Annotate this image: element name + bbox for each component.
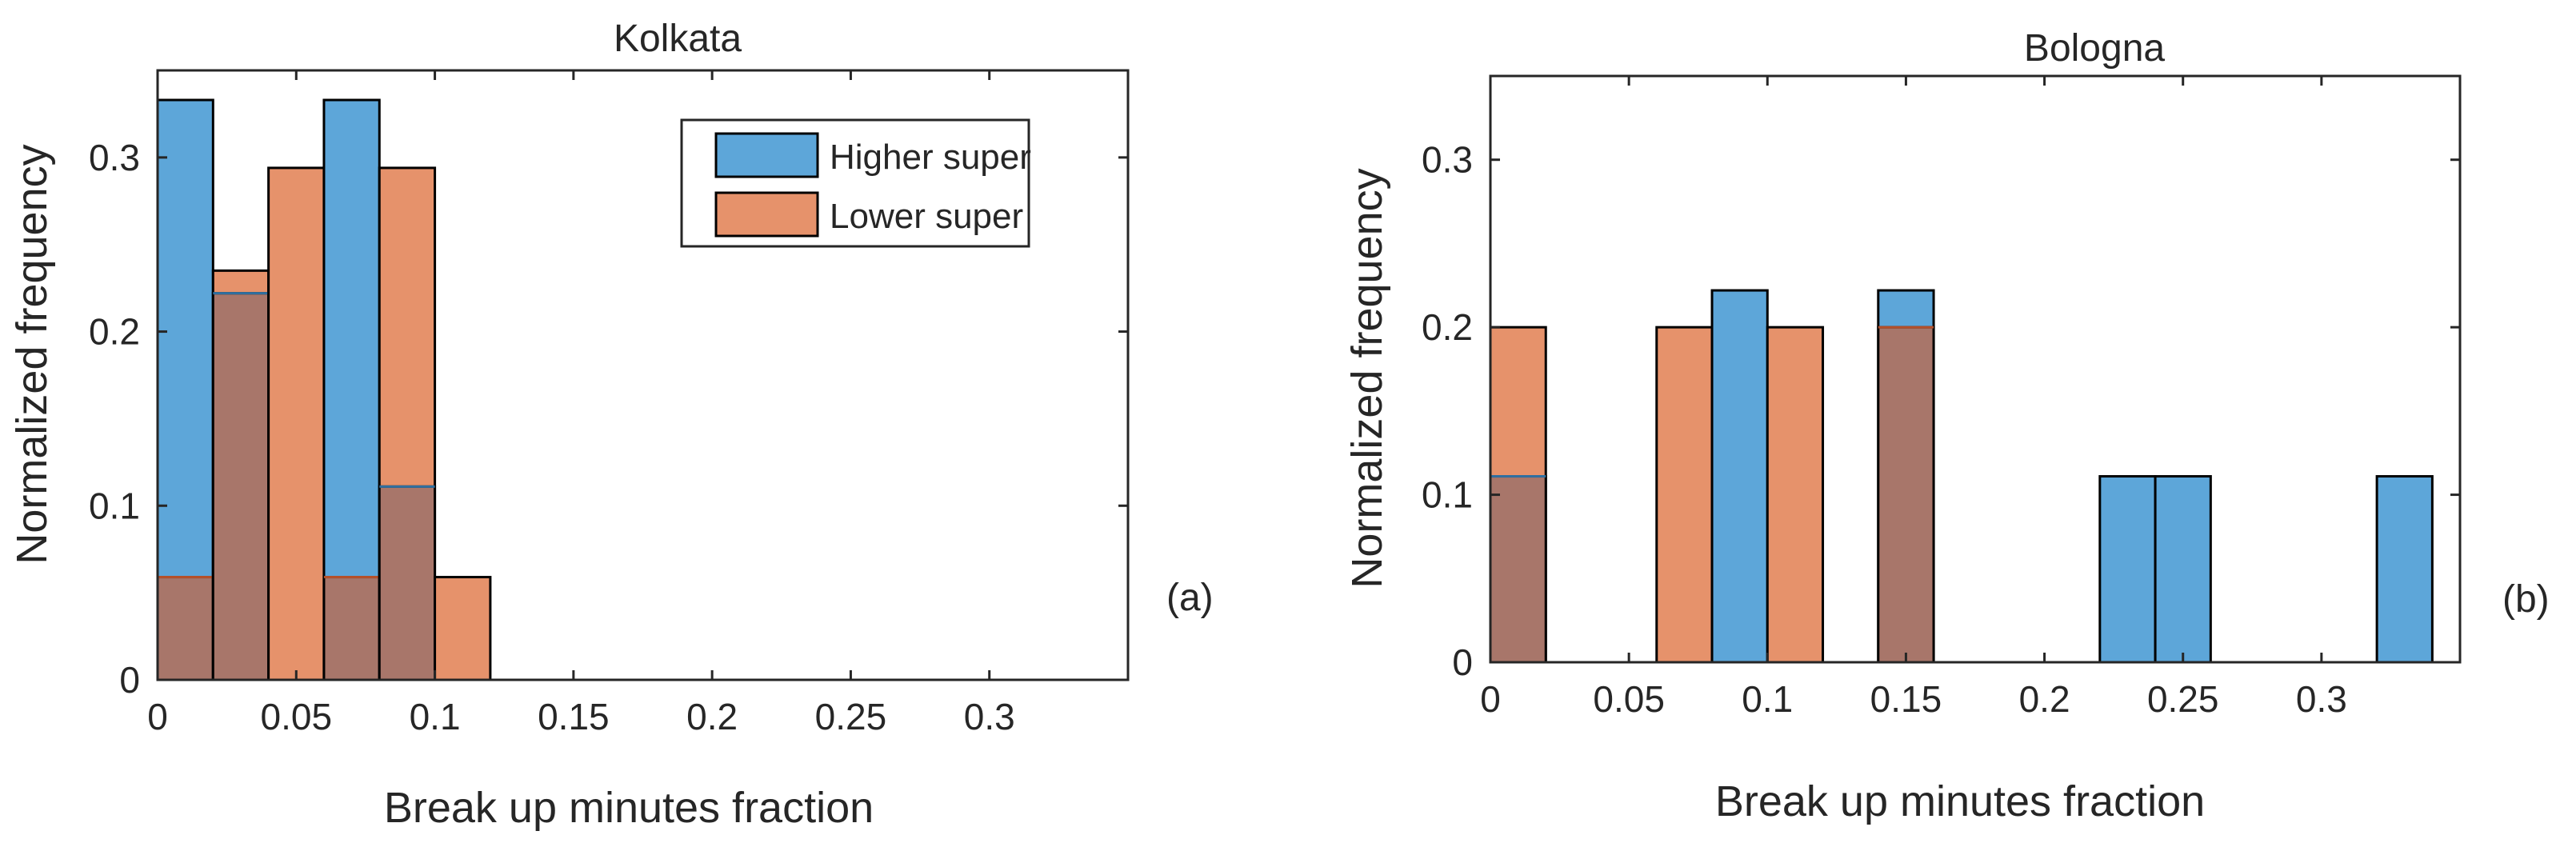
y-tick-label: 0 [1452,641,1473,683]
kolkata-chart: Kolkata 0 0.05 0.1 0.15 0.2 0.25 0.3 0 0.1 0.2 0.3… [8,18,1214,832]
legend-swatch-higher-super [714,132,819,178]
x-tick-label: 0 [147,696,168,737]
bar-higher-super [211,292,270,681]
y-tick-label: 0 [119,659,140,701]
y-tick-label: 0.1 [89,485,140,526]
y-tick-label: 0.1 [1422,474,1473,516]
x-axis-label: Break up minutes fraction [1715,777,2205,825]
bar-lower-super [434,576,492,681]
axes: 0 0.05 0.1 0.15 0.2 0.25 0.3 0 0.1 0.2 0.3 [89,69,1130,737]
x-tick-label: 0.25 [815,696,887,737]
legend: Higher super Lower super [680,118,1031,248]
x-tick-label: 0.05 [261,696,333,737]
x-tick-label: 0.3 [2296,678,2347,720]
legend-swatch-lower-super [714,191,819,238]
bar-higher-super [1489,475,1547,664]
bar-lower-super [1655,326,1714,664]
legend-label-lower-super: Lower super [830,197,1023,236]
bars [156,98,1101,681]
legend-label-higher-super: Higher super [830,138,1031,177]
plot-frame [1489,74,2462,664]
x-tick-label: 0.05 [1593,678,1665,720]
y-axis-label: Normalized frequency [8,144,56,564]
y-axis-label: Normalized frequency [1343,168,1391,588]
y-tick-label: 0.3 [1422,139,1473,181]
bar-higher-super [2375,475,2434,664]
bar-lower-super [1877,326,1935,664]
x-tick-label: 0.15 [538,696,610,737]
y-tick-label: 0.3 [89,137,140,178]
bar-higher-super [2154,475,2212,664]
chart-title: Bologna [2024,27,2165,70]
bar-higher-super [378,485,437,681]
x-tick-label: 0.1 [1742,678,1793,720]
panel-label: (a) [1166,577,1214,619]
bars [1489,289,2434,664]
chart-title: Kolkata [614,18,742,60]
bar-lower-super [1766,326,1825,664]
bar-lower-super [322,576,381,681]
plot-frame [156,69,1130,681]
x-tick-label: 0.2 [686,696,738,737]
x-tick-label: 0 [1480,678,1501,720]
bar-higher-super [2098,475,2157,664]
x-tick-label: 0.1 [410,696,461,737]
x-tick-label: 0.3 [964,696,1015,737]
bar-higher-super [1710,289,1769,664]
y-tick-label: 0.2 [89,311,140,353]
y-tick-label: 0.2 [1422,306,1473,348]
bologna-chart: Bologna 0 0.05 0.1 0.15 0.2 0.25 0.3 0 0.1 0.2 0.3… [1343,27,2550,825]
x-tick-label: 0.2 [2019,678,2070,720]
x-tick-label: 0.25 [2147,678,2219,720]
x-tick-label: 0.15 [1870,678,1942,720]
x-axis-label: Break up minutes fraction [384,784,874,832]
panel-label: (b) [2502,578,2550,621]
axes: 0 0.05 0.1 0.15 0.2 0.25 0.3 0 0.1 0.2 0.3 [1422,74,2462,720]
bar-lower-super [156,576,214,681]
bar-lower-super [267,166,326,681]
